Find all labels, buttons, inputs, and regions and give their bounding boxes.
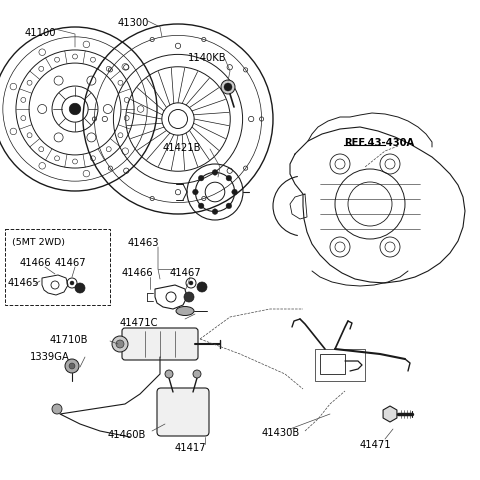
Circle shape [226, 204, 232, 209]
Circle shape [212, 209, 218, 215]
Circle shape [112, 336, 128, 352]
Text: (5MT 2WD): (5MT 2WD) [12, 238, 65, 247]
Circle shape [198, 204, 204, 209]
Circle shape [116, 340, 124, 348]
Circle shape [224, 84, 232, 92]
Circle shape [165, 370, 173, 378]
Bar [315, 349, 365, 381]
Ellipse shape [176, 307, 194, 316]
Text: 1140KB: 1140KB [188, 53, 227, 63]
Circle shape [69, 363, 75, 369]
Text: 41100: 41100 [25, 28, 57, 38]
Text: 41460B: 41460B [108, 429, 146, 439]
Text: 41421B: 41421B [163, 143, 202, 153]
Circle shape [226, 176, 232, 181]
Text: 41300: 41300 [118, 18, 149, 28]
Text: 41417: 41417 [175, 442, 206, 452]
Circle shape [198, 176, 204, 181]
Bar [5, 229, 110, 305]
Text: 41467: 41467 [170, 267, 202, 277]
Text: 41466: 41466 [122, 267, 154, 277]
Circle shape [221, 81, 235, 95]
Text: 41466: 41466 [20, 257, 52, 267]
FancyBboxPatch shape [157, 388, 209, 436]
Text: 41471C: 41471C [120, 317, 158, 327]
Text: 41710B: 41710B [50, 334, 88, 344]
Circle shape [75, 283, 85, 293]
Circle shape [69, 104, 81, 116]
Circle shape [232, 190, 238, 195]
Circle shape [189, 281, 193, 286]
Circle shape [192, 190, 198, 195]
Text: 41430B: 41430B [262, 427, 300, 437]
Circle shape [193, 370, 201, 378]
FancyBboxPatch shape [122, 328, 198, 360]
Text: 41471: 41471 [360, 439, 392, 449]
Circle shape [184, 292, 194, 302]
Circle shape [212, 170, 218, 176]
Circle shape [70, 281, 74, 286]
Circle shape [52, 404, 62, 414]
Circle shape [197, 282, 207, 292]
Polygon shape [383, 406, 397, 422]
Text: 41465: 41465 [8, 277, 40, 288]
Circle shape [65, 359, 79, 373]
Text: 1339GA: 1339GA [30, 351, 70, 361]
Text: 41463: 41463 [128, 238, 159, 248]
Text: REF.43-430A: REF.43-430A [344, 138, 414, 148]
Text: 41467: 41467 [55, 257, 86, 267]
